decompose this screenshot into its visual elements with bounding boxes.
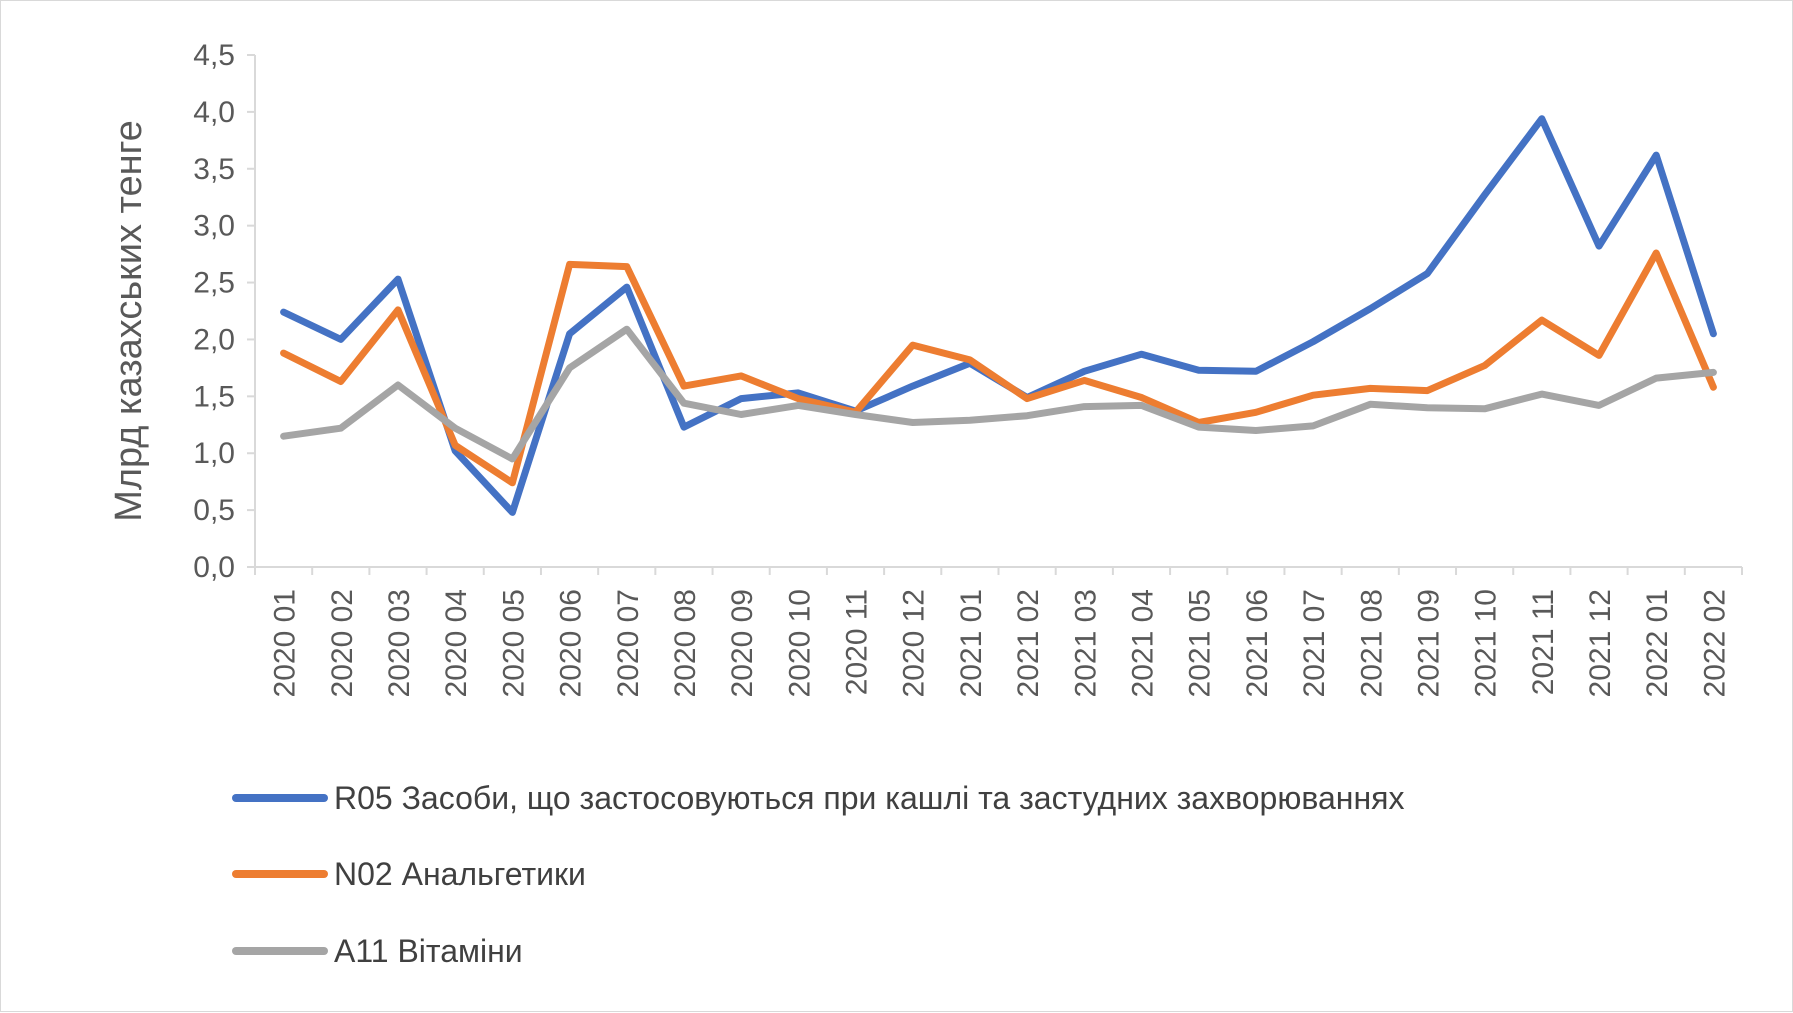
y-tick-label: 0,0 (193, 551, 235, 584)
y-tick-label: 1,0 (193, 437, 235, 470)
x-tick-label: 2020 12 (898, 589, 931, 697)
x-tick-label: 2021 07 (1298, 589, 1331, 697)
series-lines (280, 115, 1717, 516)
x-tick-label: 2021 10 (1470, 589, 1503, 697)
y-axis-title-group: Млрд казахських тенге (108, 120, 150, 522)
y-tick-label: 4,5 (193, 39, 235, 72)
x-tick-label: 2021 01 (955, 589, 988, 697)
x-tick-label: 2020 07 (612, 589, 645, 697)
y-tick-label: 2,0 (193, 323, 235, 356)
x-tick-label: 2020 11 (841, 589, 874, 695)
x-tick-label: 2020 04 (440, 589, 473, 697)
x-tick-label: 2021 12 (1584, 589, 1617, 697)
legend-label-3: A11 Вітаміни (334, 933, 523, 969)
x-tick-label: 2021 05 (1184, 589, 1217, 697)
x-axis-ticks: 2020 01 2020 02 2020 03 2020 04 2020 05 2020 … (254, 567, 1743, 697)
x-tick-label: 2020 05 (497, 589, 530, 697)
x-tick-label: 2020 03 (383, 589, 416, 697)
legend-label-1: R05 Засоби, що застосовуються при кашлі … (334, 780, 1404, 816)
y-tick-label: 3,5 (193, 153, 235, 186)
x-tick-label: 2020 10 (783, 589, 816, 697)
x-tick-label: 2021 06 (1241, 589, 1274, 697)
x-tick-label: 2022 02 (1698, 589, 1731, 697)
y-tick-label: 0,5 (193, 494, 235, 527)
x-tick-label: 2022 01 (1641, 589, 1674, 697)
legend-label-2: N02 Анальгетики (334, 856, 586, 892)
y-axis-title: Млрд казахських тенге (108, 120, 150, 522)
legend: R05 Засоби, що застосовуються при кашлі … (232, 780, 1404, 969)
x-tick-label: 2020 08 (669, 589, 702, 697)
y-tick-label: 1,5 (193, 380, 235, 413)
x-tick-label: 2021 08 (1355, 589, 1388, 697)
y-axis-ticks: 0,0 0,5 1,0 1,5 2,0 2,5 3,0 3,5 4,0 4,5 (193, 39, 255, 584)
x-tick-label: 2021 03 (1069, 589, 1102, 697)
series-line-3 (280, 325, 1717, 463)
x-tick-label: 2020 01 (269, 589, 302, 697)
x-tick-label: 2021 09 (1412, 589, 1445, 697)
x-tick-label: 2020 06 (555, 589, 588, 697)
y-tick-label: 2,5 (193, 267, 235, 300)
x-tick-label: 2020 02 (326, 589, 359, 697)
x-tick-label: 2020 09 (726, 589, 759, 697)
x-tick-label: 2021 11 (1527, 589, 1560, 695)
x-tick-label: 2021 04 (1126, 589, 1159, 697)
x-tick-label: 2021 02 (1012, 589, 1045, 697)
y-tick-label: 4,0 (193, 96, 235, 129)
y-tick-label: 3,0 (193, 210, 235, 243)
